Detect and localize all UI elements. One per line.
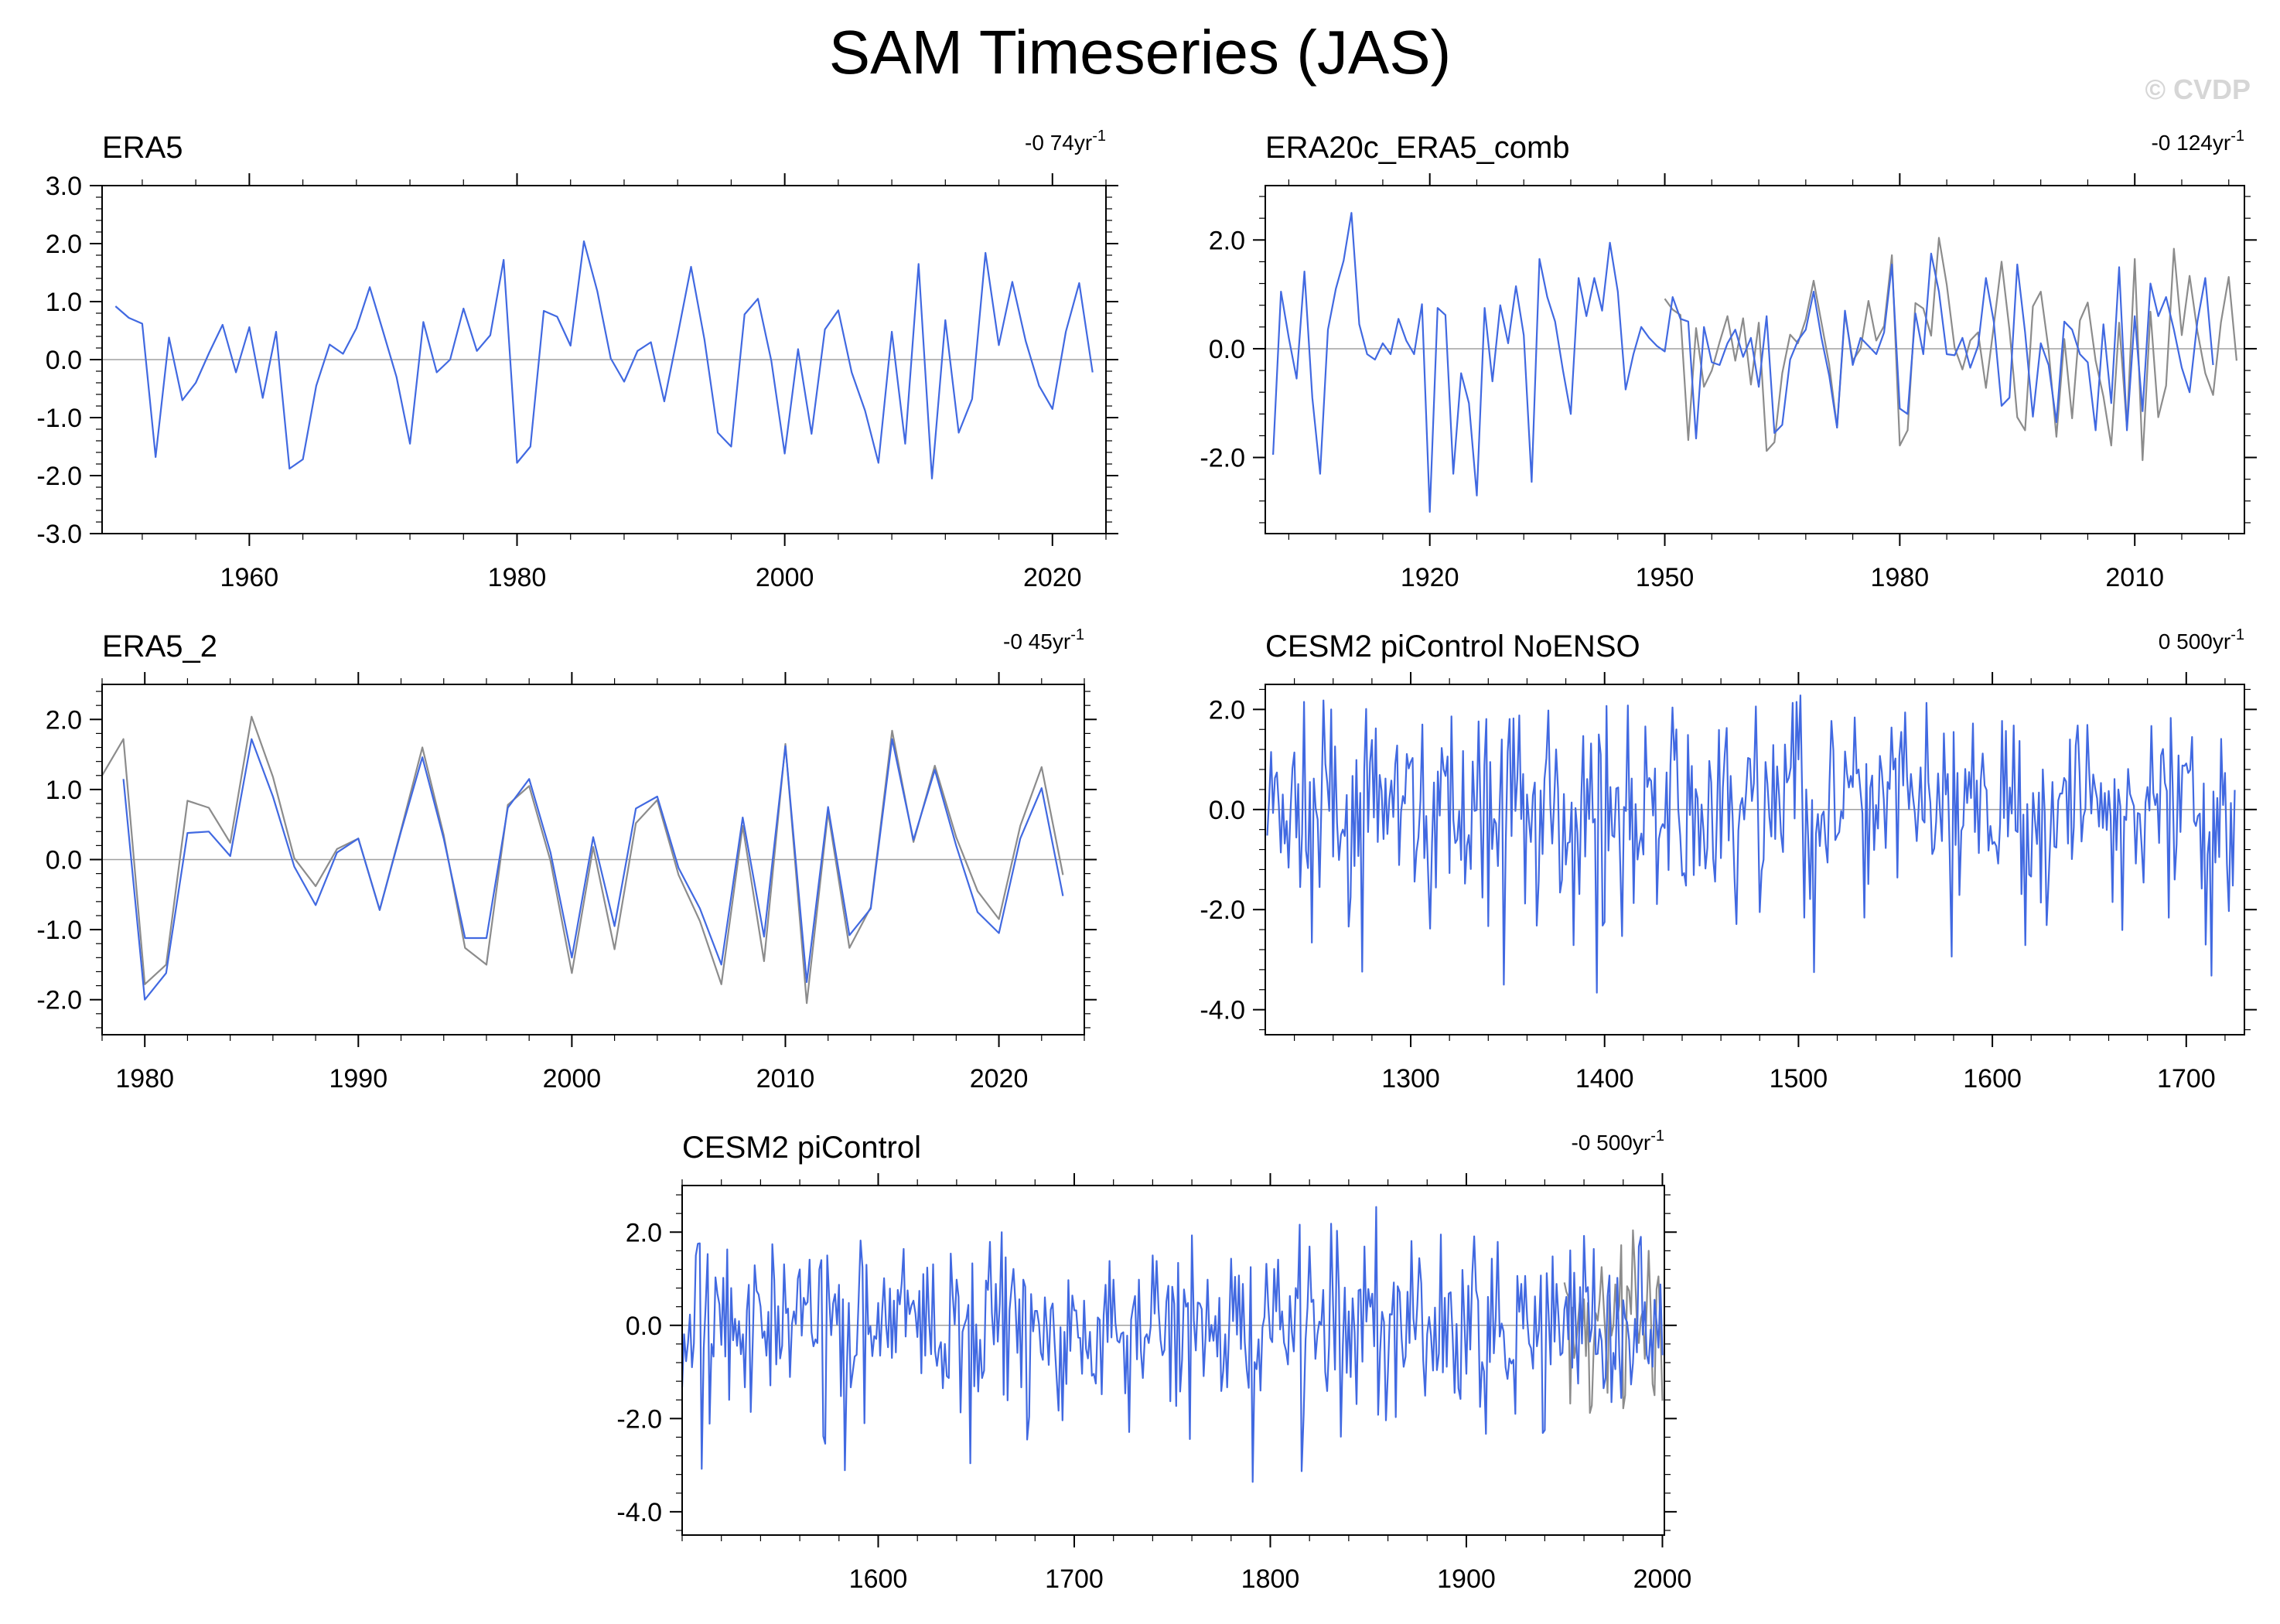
trend-label: -0 124yr-1: [2151, 128, 2244, 155]
x-tick-label: 1400: [1575, 1064, 1634, 1093]
y-tick-label: -1.0: [36, 404, 82, 433]
x-tick-label: 1920: [1401, 563, 1459, 592]
y-tick-label: -2.0: [36, 986, 82, 1015]
series-line-1: [1272, 212, 2214, 513]
y-tick-label: -4.0: [1200, 996, 1245, 1025]
y-tick-label: 0.0: [46, 346, 82, 375]
trend-exponent: -1: [1092, 128, 1106, 145]
chart-cesm2: CESM2 piControl -0 500yr-1 -4.0 -2.0 0.0 2.0 1…: [616, 1128, 1691, 1594]
y-tick-label: 2.0: [626, 1218, 662, 1247]
x-tick-label: 2000: [543, 1064, 602, 1093]
watermark: © CVDP: [2145, 73, 2251, 105]
y-tick-label: 2.0: [1209, 695, 1245, 725]
y-tick-label: 2.0: [46, 705, 82, 735]
x-tick-label: 1900: [1437, 1564, 1496, 1594]
trend-label: -0 45yr-1: [1003, 626, 1084, 653]
series-line-0: [1664, 237, 2237, 462]
plot-frame: [1265, 185, 2245, 534]
page-title: SAM Timeseries (JAS): [828, 18, 1452, 87]
y-tick-label: 0.0: [46, 846, 82, 875]
y-tick-label: 0.0: [626, 1312, 662, 1341]
x-tick-label: 1600: [849, 1564, 908, 1594]
chart-cesm2_noenso: CESM2 piControl NoENSO 0 500yr-1 -4.0 -2.0 0…: [1200, 626, 2257, 1093]
y-tick-label: 1.0: [46, 288, 82, 317]
plot-frame: [1265, 684, 2245, 1035]
chart-era5_2: ERA5_2 -0 45yr-1 -2.0 -1.0 0.0 1.0 2.0 1980 1990…: [36, 626, 1097, 1093]
y-tick-label: -3.0: [36, 520, 82, 549]
y-tick-label: 1.0: [46, 776, 82, 805]
x-tick-label: 1700: [2157, 1064, 2216, 1093]
chart-era5: ERA5 -0 74yr-1 -3.0 -2.0 -1.0 0.0 1.0 2.0 3.0 196…: [36, 128, 1118, 592]
x-tick-label: 1300: [1381, 1064, 1440, 1093]
trend-label: -0 500yr-1: [1571, 1128, 1664, 1155]
chart-title: CESM2 piControl NoENSO: [1265, 629, 1640, 664]
trend-exponent: -1: [2231, 626, 2244, 643]
x-tick-label: 1700: [1045, 1564, 1104, 1594]
x-tick-label: 2010: [2105, 563, 2164, 592]
y-tick-label: 0.0: [1209, 335, 1245, 364]
x-tick-label: 1500: [1770, 1064, 1828, 1093]
x-tick-label: 1800: [1241, 1564, 1300, 1594]
trend-exponent: -1: [1070, 626, 1084, 643]
y-tick-label: 2.0: [1209, 226, 1245, 255]
x-tick-label: 1980: [488, 563, 547, 592]
y-tick-label: 3.0: [46, 172, 82, 201]
x-tick-label: 1990: [329, 1064, 387, 1093]
chart-title: CESM2 piControl: [682, 1131, 921, 1165]
x-tick-label: 1980: [1871, 563, 1930, 592]
chart-title: ERA5_2: [102, 629, 217, 664]
chart-title: ERA20c_ERA5_comb: [1265, 131, 1570, 165]
x-tick-label: 2000: [756, 563, 814, 592]
trend-label: -0 74yr-1: [1025, 128, 1106, 155]
x-tick-label: 1960: [220, 563, 279, 592]
series-line-0: [1266, 694, 2236, 994]
x-tick-label: 2010: [756, 1064, 815, 1093]
trend-label: 0 500yr-1: [2159, 626, 2244, 653]
x-tick-label: 2020: [970, 1064, 1029, 1093]
y-tick-label: -2.0: [36, 462, 82, 491]
y-tick-label: -2.0: [616, 1404, 662, 1434]
y-tick-label: -4.0: [616, 1498, 662, 1527]
chart-title: ERA5: [102, 131, 183, 165]
y-tick-label: 2.0: [46, 230, 82, 259]
x-tick-label: 1600: [1963, 1064, 2022, 1093]
x-tick-label: 2000: [1633, 1564, 1692, 1594]
x-tick-label: 2020: [1023, 563, 1082, 592]
trend-exponent: -1: [1650, 1128, 1664, 1145]
series-line-0: [114, 240, 1094, 479]
trend-exponent: -1: [2231, 128, 2244, 145]
chart-era20c: ERA20c_ERA5_comb -0 124yr-1 -2.0 0.0 2.0 1920…: [1200, 128, 2257, 592]
y-tick-label: 0.0: [1209, 796, 1245, 825]
series-line-1: [122, 738, 1064, 1001]
plot-frame: [681, 1185, 1665, 1536]
y-tick-label: -1.0: [36, 916, 82, 945]
y-tick-label: -2.0: [1200, 444, 1245, 473]
y-tick-label: -2.0: [1200, 896, 1245, 925]
x-tick-label: 1980: [115, 1064, 174, 1093]
series-line-1: [681, 1206, 1664, 1483]
x-tick-label: 1950: [1636, 563, 1695, 592]
